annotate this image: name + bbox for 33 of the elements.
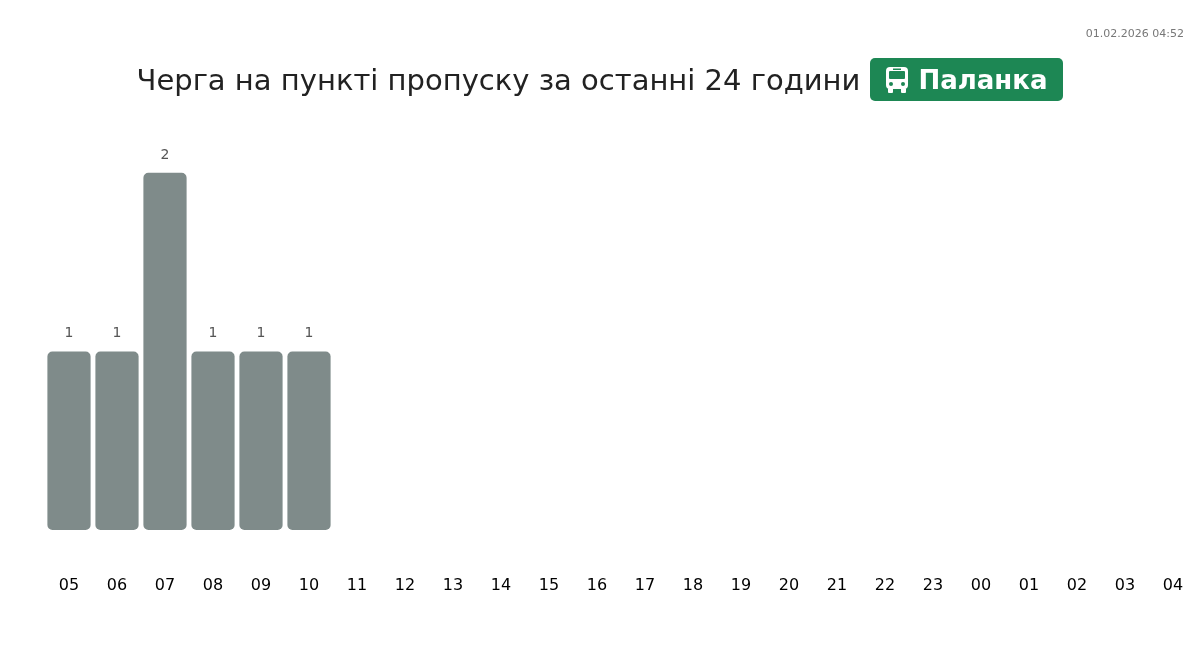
x-tick-label: 11 <box>346 574 368 594</box>
x-tick-label: 16 <box>586 574 608 594</box>
x-tick-label: 14 <box>490 574 512 594</box>
data-label: 2 <box>160 145 170 162</box>
x-tick-label: 06 <box>106 574 128 594</box>
x-tick-label: 08 <box>202 574 224 594</box>
x-tick-label: 04 <box>1162 574 1184 594</box>
x-tick-label: 20 <box>778 574 800 594</box>
x-tick-label: 13 <box>442 574 464 594</box>
chart-title: Черга на пункті пропуску за останні 24 години <box>136 62 861 97</box>
x-tick-label: 01 <box>1018 574 1040 594</box>
data-label: 1 <box>112 324 122 341</box>
x-tick-label: 17 <box>634 574 656 594</box>
x-tick-label: 18 <box>682 574 704 594</box>
x-tick-label: 03 <box>1114 574 1136 594</box>
x-tick-label: 21 <box>826 574 848 594</box>
data-label: 1 <box>304 324 314 341</box>
data-label: 1 <box>208 324 218 341</box>
x-tick-label: 09 <box>250 574 272 594</box>
text: 01.02.2026 04:52 <box>1085 27 1184 40</box>
data-label: 1 <box>64 324 74 341</box>
x-tick-label: 00 <box>970 574 992 594</box>
x-tick-label: 05 <box>58 574 80 594</box>
data-label: 1 <box>256 324 266 341</box>
x-tick-label: 02 <box>1066 574 1088 594</box>
x-tick-label: 19 <box>730 574 752 594</box>
x-tick-label: 23 <box>922 574 944 594</box>
x-tick-label: 10 <box>298 574 320 594</box>
x-tick-label: 07 <box>154 574 176 594</box>
x-tick-label: 15 <box>538 574 560 594</box>
x-tick-label: 12 <box>394 574 416 594</box>
x-tick-label: 22 <box>874 574 896 594</box>
chart-subtitle: Паланка <box>870 58 1064 101</box>
